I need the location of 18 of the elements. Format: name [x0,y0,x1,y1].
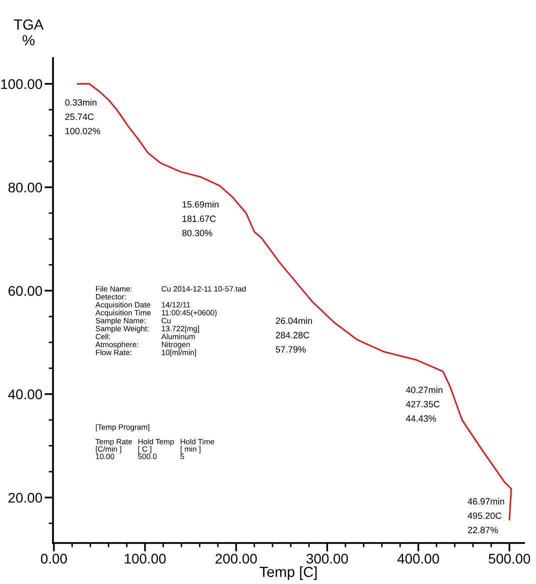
x-tick-label: 0.00 [40,554,67,564]
annotation: 0.33min 25.74C 100.02% [65,99,100,134]
y-tick-label: 80.00 [8,182,42,192]
annotation: 15.69min 181.67C 80.30% [182,200,218,236]
annotation: 46.97min 495.20C 22.87% [468,498,504,534]
x-tick-label: 400.00 [397,554,440,564]
y-tick-label: 100.00 [1,79,42,90]
y-tick-label: 20.00 [8,492,42,503]
annotation: 40.27min 427.35C 44.43% [406,386,442,422]
y-axis-title: TGA % [14,19,44,46]
x-tick-label: 200.00 [216,554,257,564]
x-tick-label: 300.00 [306,554,348,564]
y-tick-label: 40.00 [8,389,42,400]
annotation: 26.04min 284.28C 57.79% [276,317,312,353]
x-axis-title: Temp [C] [260,566,317,580]
x-tick-label: 100.00 [124,554,166,564]
x-tick-label: 500.00 [488,554,530,564]
y-tick-label: 60.00 [8,286,42,296]
